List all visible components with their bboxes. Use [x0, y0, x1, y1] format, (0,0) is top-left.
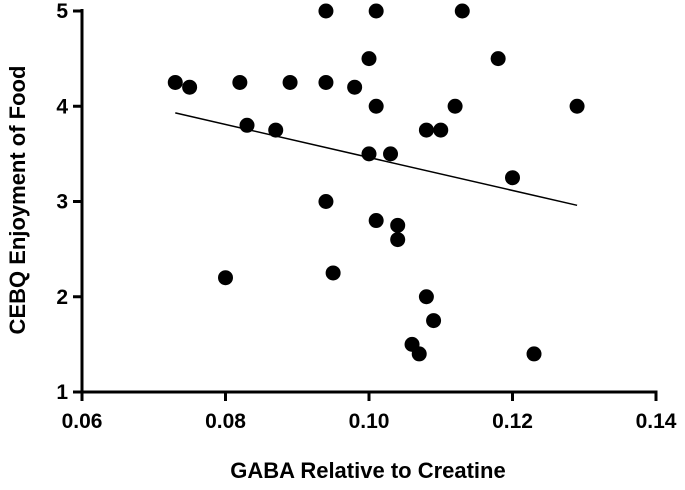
data-point	[505, 170, 520, 186]
x-tick-label: 0.06	[62, 410, 103, 433]
data-point	[447, 98, 463, 114]
x-tick-label: 0.08	[205, 410, 246, 433]
data-point	[361, 51, 377, 67]
data-point	[390, 232, 406, 248]
x-tick-label: 0.10	[349, 410, 390, 433]
data-point	[368, 98, 384, 114]
data-point	[318, 74, 334, 90]
data-point	[239, 117, 255, 133]
data-point	[383, 146, 399, 162]
y-tick-label: 1	[56, 381, 68, 404]
y-tick-label: 4	[56, 95, 68, 118]
data-point	[569, 98, 585, 114]
data-point	[182, 79, 198, 95]
data-point	[454, 3, 470, 19]
x-tick-label: 0.14	[636, 410, 677, 433]
y-axis-title: CEBQ Enjoyment of Food	[5, 66, 30, 335]
data-point	[167, 74, 183, 90]
data-point	[411, 346, 427, 362]
points-group	[167, 3, 585, 362]
y-tick-label: 2	[56, 286, 68, 309]
x-axis-title: GABA Relative to Creatine	[230, 458, 505, 483]
data-point	[325, 265, 341, 281]
data-point	[282, 74, 298, 90]
axes: 1 2 3 4 5 0.06 0.08 0.10 0.12 0.14	[56, 0, 676, 433]
data-point	[418, 122, 434, 138]
data-point	[426, 313, 442, 329]
data-point	[390, 217, 406, 233]
data-point	[268, 122, 284, 138]
data-point	[318, 194, 334, 209]
data-point	[368, 213, 384, 229]
x-tick-label: 0.12	[492, 410, 533, 433]
data-point	[490, 51, 506, 67]
data-point	[361, 146, 377, 162]
y-tick-label: 5	[56, 0, 68, 23]
data-point	[368, 3, 384, 19]
data-point	[433, 122, 449, 138]
data-point	[232, 74, 248, 90]
data-point	[218, 270, 233, 286]
data-point	[526, 346, 542, 362]
y-tick-label: 3	[56, 191, 68, 214]
fit-line-group	[175, 112, 578, 207]
data-point	[318, 3, 334, 19]
data-point	[347, 79, 363, 95]
fit-line	[175, 112, 578, 207]
data-point	[418, 289, 434, 305]
